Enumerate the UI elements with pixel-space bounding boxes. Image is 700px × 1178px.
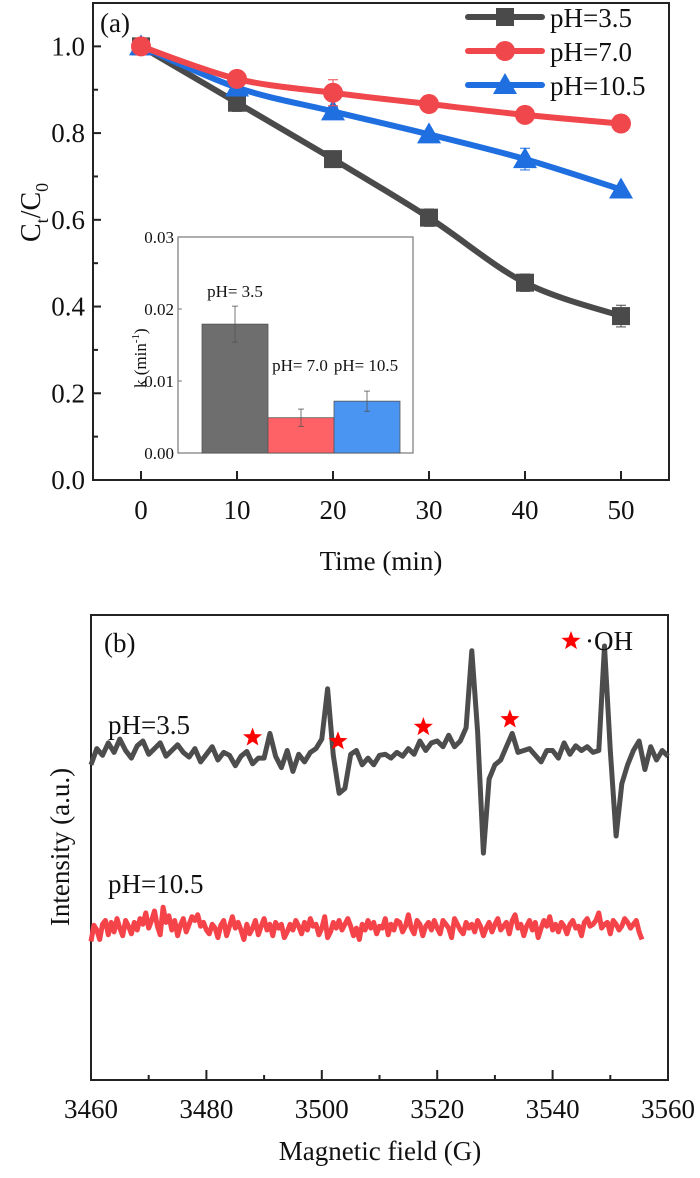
x-tick-label-a: 20 (320, 495, 347, 525)
marker-square (612, 307, 630, 326)
trace-label-ph105: pH=10.5 (108, 869, 203, 899)
marker-circle (419, 94, 439, 115)
x-tick-label-a: 0 (134, 495, 148, 525)
x-tick-label-a: 50 (608, 495, 635, 525)
x-tick-label-b: 3540 (526, 1094, 580, 1124)
x-tick-label-b: 3500 (295, 1094, 349, 1124)
x-tick-label-b: 3520 (410, 1094, 464, 1124)
marker-square (496, 8, 514, 26)
y-tick-label-a: 0.0 (51, 465, 85, 495)
marker-square (324, 150, 342, 169)
inset-y-label-sup: -1 (130, 334, 142, 343)
marker-circle (495, 41, 515, 61)
legend-label: pH=3.5 (550, 3, 632, 33)
epr-trace-ph-10-5 (88, 904, 645, 942)
peak-star-icon (413, 717, 433, 736)
peak-star-icon (500, 709, 520, 728)
marker-triangle (321, 99, 345, 121)
trace-label-ph35: pH=3.5 (108, 710, 190, 740)
legend-label: pH=7.0 (550, 37, 632, 67)
inset-y-label-text: k (min (131, 343, 150, 388)
panel-b-frame (90, 614, 669, 1081)
marker-triangle (493, 73, 517, 94)
legend-b-label: ·OH (585, 626, 633, 656)
inset-y-tick-label: 0.01 (144, 372, 174, 391)
panel-a-label: (a) (100, 8, 130, 38)
inset-bar-label: pH= 7.0 (272, 356, 328, 375)
marker-triangle (609, 177, 633, 199)
y-axis-label-b: Intensity (a.u.) (45, 768, 75, 926)
x-tick-label-b: 3560 (641, 1094, 695, 1124)
x-tick-label-b: 3480 (179, 1094, 233, 1124)
x-axis-label-a: Time (min) (320, 546, 443, 576)
y-tick-label-a: 0.4 (51, 292, 85, 322)
y-label-sub-t: t (32, 218, 52, 223)
y-label-mid: /C (16, 192, 47, 218)
marker-circle (131, 36, 151, 57)
y-tick-label-a: 0.6 (51, 205, 85, 235)
inset-bar-label: pH= 3.5 (207, 282, 263, 301)
marker-square (228, 93, 246, 112)
panel-a: 0.0 0.2 0.4 0.6 0.8 1.0 0 10 20 30 40 50 0.00 0.01 0… (16, 2, 670, 576)
series-ph-7-0 (131, 36, 631, 134)
series-line (139, 43, 622, 193)
marker-circle (323, 82, 343, 103)
series-line (140, 43, 622, 127)
inset-y-label-close: ) (131, 328, 150, 334)
legend-b: ·OH (561, 626, 633, 656)
panel-a-frame (92, 2, 670, 481)
peak-star-icon (328, 731, 348, 750)
x-tick-label-a: 30 (416, 495, 443, 525)
marker-circle (611, 113, 631, 134)
y-tick-label-a: 0.8 (51, 118, 85, 148)
y-tick-label-a: 1.0 (51, 31, 85, 61)
inset-y-tick-label: 0.03 (144, 228, 174, 247)
epr-trace-ph-3-5 (88, 643, 670, 856)
y-axis-label-a: Ct/C0 (16, 183, 52, 242)
x-tick-label-a: 40 (512, 495, 539, 525)
inset-bar-label: pH= 10.5 (334, 356, 398, 375)
x-tick-label-b: 3460 (64, 1094, 118, 1124)
y-label-c: C (16, 223, 47, 242)
panel-b: 3460 3480 3500 3520 3540 3560 (b) pH=3.5 pH=1… (45, 614, 695, 1166)
y-tick-label-a: 0.2 (51, 378, 85, 408)
panel-b-label: (b) (104, 628, 135, 658)
inset-y-tick-label: 0.02 (144, 300, 174, 319)
inset-bar (201, 323, 269, 454)
marker-circle (227, 68, 247, 89)
peak-star-icon (243, 727, 263, 746)
legend-star-icon (561, 631, 581, 650)
y-label-sub-0: 0 (32, 183, 52, 192)
inset-y-tick-label: 0.00 (144, 444, 174, 463)
inset-y-axis-label: k (min-1) (130, 328, 150, 388)
marker-square (420, 208, 438, 227)
marker-square (516, 273, 534, 292)
marker-triangle (417, 122, 441, 144)
legend-label: pH=10.5 (550, 71, 645, 101)
x-axis-label-b: Magnetic field (G) (279, 1136, 481, 1166)
marker-circle (515, 104, 535, 125)
legend-a: pH=3.5 pH=7.0 pH=10.5 (465, 3, 645, 101)
x-tick-label-a: 10 (224, 495, 251, 525)
marker-triangle (513, 147, 537, 169)
